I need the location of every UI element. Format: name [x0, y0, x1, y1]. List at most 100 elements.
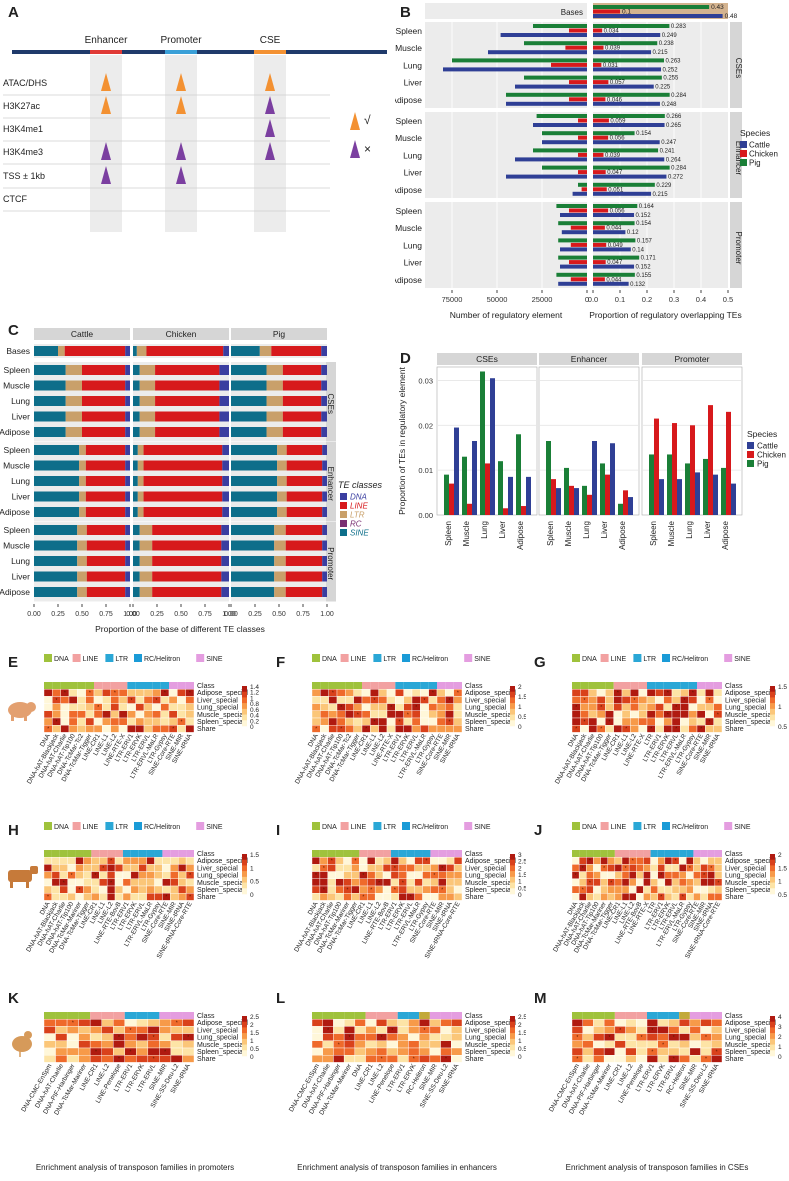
facet-strip	[133, 328, 229, 340]
heat-cell	[170, 871, 179, 879]
stack-bar-dna	[222, 445, 229, 455]
heat-cell	[696, 710, 706, 719]
heat-cell	[99, 857, 108, 865]
heat-cell	[345, 724, 354, 733]
stack-bar-sine	[133, 460, 138, 471]
heat-cell	[66, 1047, 79, 1056]
heat-cell	[382, 864, 392, 872]
heat-cell	[414, 857, 423, 865]
panel-l-heatmap: * * ** *** * *ClassAdipose_specialLiver_speci…	[288, 1012, 526, 1116]
heat-cell	[418, 1040, 431, 1049]
heat-cell	[311, 864, 321, 872]
heat-cell	[714, 864, 723, 872]
significance-mark: *	[717, 712, 719, 718]
row-label: Class	[725, 851, 743, 858]
class-cell	[177, 682, 186, 690]
heat-cell	[628, 864, 637, 872]
heat-cell	[406, 878, 415, 887]
heat-cell	[700, 878, 708, 887]
stack-bar-line	[155, 396, 220, 406]
stack-bar-line	[286, 445, 323, 455]
significance-mark: *	[641, 1035, 643, 1041]
heat-cell	[177, 710, 186, 719]
tick-label: 0.75	[99, 611, 113, 618]
heat-cell	[311, 1019, 323, 1027]
class-cell	[122, 850, 131, 858]
group-strip	[730, 22, 742, 108]
class-cell	[138, 850, 147, 858]
heat-cell	[130, 892, 139, 901]
significance-mark: *	[441, 888, 443, 894]
heat-cell	[122, 864, 132, 872]
heat-cell	[91, 878, 100, 887]
tick-label: 0.75	[296, 611, 310, 618]
prop-bar-pig	[593, 182, 655, 187]
significance-mark: *	[340, 705, 342, 711]
heat-cell	[636, 1054, 648, 1063]
stack-bar-sine	[133, 587, 140, 597]
heat-cell	[101, 1047, 114, 1056]
stack-bar-sine	[231, 380, 267, 391]
heat-cell	[168, 710, 178, 719]
heat-cell	[663, 703, 673, 711]
stack-bar-ltr	[79, 445, 86, 455]
class-legend-label: RC/Helitron	[144, 824, 180, 831]
heat-cell	[378, 710, 388, 719]
heat-cell	[77, 717, 86, 726]
heat-cell	[625, 1040, 637, 1049]
heat-cell	[430, 864, 439, 872]
heat-cell	[636, 885, 644, 894]
scale-tick: 3	[518, 852, 522, 859]
bar-chicken	[708, 405, 713, 515]
scale-segment	[770, 686, 775, 693]
stack-bar-line	[82, 411, 126, 422]
class-cell	[169, 682, 178, 690]
legend-swatch-pig	[747, 460, 754, 467]
heat-cell	[370, 689, 379, 697]
class-legend-swatch	[72, 822, 81, 830]
legend-check: √	[364, 113, 371, 127]
count-bar-cattle	[488, 50, 587, 55]
stack-bar-ltr	[277, 476, 287, 486]
y-tick-label: 0.03	[418, 376, 433, 385]
class-cell	[700, 850, 708, 858]
bases-value-pig: 0.43	[711, 4, 724, 11]
heat-cell	[707, 885, 716, 894]
heat-cell	[75, 878, 84, 887]
heat-cell	[118, 724, 128, 733]
significance-mark: *	[609, 720, 611, 726]
row-label: Muscle_special	[465, 1042, 513, 1049]
chicken-icon	[12, 1031, 32, 1057]
significance-mark: *	[609, 1035, 611, 1041]
heat-cell	[398, 892, 407, 901]
heat-cell	[353, 696, 363, 704]
heat-cell	[67, 885, 76, 894]
significance-mark: *	[667, 691, 669, 697]
tissue-label: Adipose	[395, 275, 422, 285]
count-bar-cattle	[500, 33, 587, 37]
heat-cell	[130, 857, 139, 865]
heat-cell	[89, 1054, 102, 1063]
heat-cell	[636, 1026, 648, 1034]
prop-value-chicken: 0.044	[606, 226, 622, 232]
group-strip-label: Promoter	[326, 547, 335, 580]
legend-swatch-pig	[740, 159, 747, 166]
significance-mark: *	[415, 705, 417, 711]
heat-cell	[438, 871, 447, 879]
class-cell	[636, 850, 644, 858]
heat-cell	[453, 885, 463, 894]
prop-value-cattle: 0.272	[668, 175, 684, 181]
heat-cell	[646, 1040, 658, 1049]
tick-label: 1.00	[222, 611, 236, 618]
heat-cell	[403, 724, 413, 733]
prop-value-pig: 0.238	[659, 41, 675, 47]
class-cell	[135, 682, 144, 690]
class-legend-label: SINE	[734, 656, 751, 663]
heat-cell	[630, 703, 639, 711]
heat-cell	[147, 1047, 160, 1056]
stack-bar-sine	[231, 587, 275, 597]
heat-cell	[678, 1033, 691, 1041]
heat-cell	[101, 1040, 114, 1049]
count-bar-chicken	[570, 225, 587, 230]
heat-cell	[328, 710, 338, 719]
